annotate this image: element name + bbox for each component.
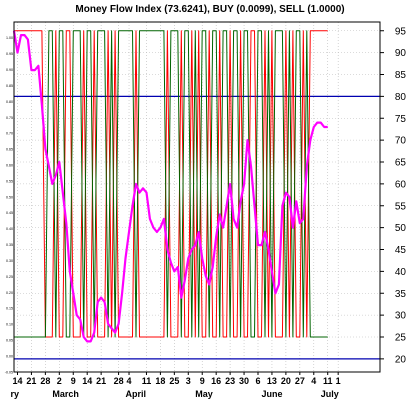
x-day-label: 16 [211,376,221,386]
x-day-label: 3 [186,376,191,386]
x-day-label: 21 [26,376,36,386]
x-day-label: 9 [200,376,205,386]
x-day-label: 28 [114,376,124,386]
series-layer [12,30,328,343]
y-left-tick-label: 0.35 [6,243,13,247]
y-left-tick-label: -0.05 [5,370,13,374]
x-day-label: 14 [82,376,92,386]
y-left-tick-label: 0.25 [6,275,13,279]
x-month-label: April [126,389,147,399]
y-left-tick-label: 0.45 [6,211,13,215]
y-right-tick-label: 60 [395,179,407,190]
x-month-label: ry [11,389,20,399]
y-left-tick-label: 0.50 [6,195,13,199]
y-left-tick-label: 0.95 [6,52,13,56]
x-month-label: March [52,389,79,399]
y-right-tick-label: 65 [395,158,407,169]
y-left-tick-label: 0.90 [6,68,13,72]
x-axis: 14 21 28 2 9 14 21 28 4 11 18 25 3 9 16 23 30 6 13 20 27 4 11 1… [11,372,341,399]
y-right-tick-label: 95 [395,26,407,37]
x-day-label: 9 [71,376,76,386]
y-right-tick-label: 45 [395,245,407,256]
x-month-label: July [321,389,339,399]
y-right-tick-label: 80 [395,92,407,103]
y-left-tick-label: 0.20 [6,291,13,295]
x-day-label: 28 [40,376,50,386]
x-day-label: 25 [169,376,179,386]
x-day-label: 21 [96,376,106,386]
x-day-label: 13 [267,376,277,386]
x-day-label: 1 [336,376,341,386]
y-right-tick-label: 85 [395,70,407,81]
x-day-label: 30 [239,376,249,386]
y-left-tick-label: 0.05 [6,338,13,342]
reference-lines [14,95,380,360]
y-left-tick-label: 0.75 [6,116,13,120]
x-day-label: 20 [281,376,291,386]
x-day-label: 18 [155,376,165,386]
y-left-tick-label: 0.10 [6,323,13,327]
x-month-label: June [261,389,282,399]
y-right-tick-label: 70 [395,136,407,147]
x-day-label: 11 [323,376,333,386]
y-left-tick-label: 1.00 [6,36,13,40]
y-left-tick-label: 0.15 [6,307,13,311]
y-left-tick-label: 0.60 [6,163,13,167]
y-right-tick-label: 20 [395,354,407,365]
chart-title: Money Flow Index (73.6241), BUY (0.0099)… [75,4,344,15]
x-day-label: 4 [127,376,132,386]
x-day-label: 2 [57,376,62,386]
y-right-tick-label: 55 [395,201,407,212]
x-day-label: 6 [255,376,260,386]
y-axis-left: 1.00 0.95 0.90 0.85 0.80 0.75 0.70 0.65 0.60 0.55… [5,36,13,374]
y-left-tick-label: 0.30 [6,259,13,263]
y-left-tick-label: 0.85 [6,84,13,88]
y-left-tick-label: 0.65 [6,148,13,152]
y-left-tick-label: 0.80 [6,100,13,104]
y-left-tick-label: 0.00 [6,354,13,358]
y-right-tick-label: 90 [395,48,407,59]
y-right-tick-label: 25 [395,333,407,344]
y-left-tick-label: 0.55 [6,179,13,183]
x-day-label: 27 [295,376,305,386]
y-left-tick-label: 0.40 [6,227,13,231]
x-day-label: 11 [142,376,152,386]
x-day-label: 4 [311,376,316,386]
series-line [14,30,328,338]
y-right-tick-label: 35 [395,289,407,300]
y-axis-right: 95 90 85 80 75 70 65 60 55 50 45 40 35 30 25 20 [380,26,406,365]
y-left-tick-label: 0.70 [6,132,13,136]
series-line [12,30,328,343]
y-right-tick-label: 75 [395,114,407,125]
x-day-label: 23 [225,376,235,386]
series-line [14,30,328,338]
y-right-tick-label: 40 [395,267,407,278]
x-month-label: May [195,389,213,399]
y-right-tick-label: 30 [395,311,407,322]
plot-frame [13,21,381,373]
y-right-tick-label: 50 [395,223,407,234]
x-day-label: 14 [12,376,22,386]
